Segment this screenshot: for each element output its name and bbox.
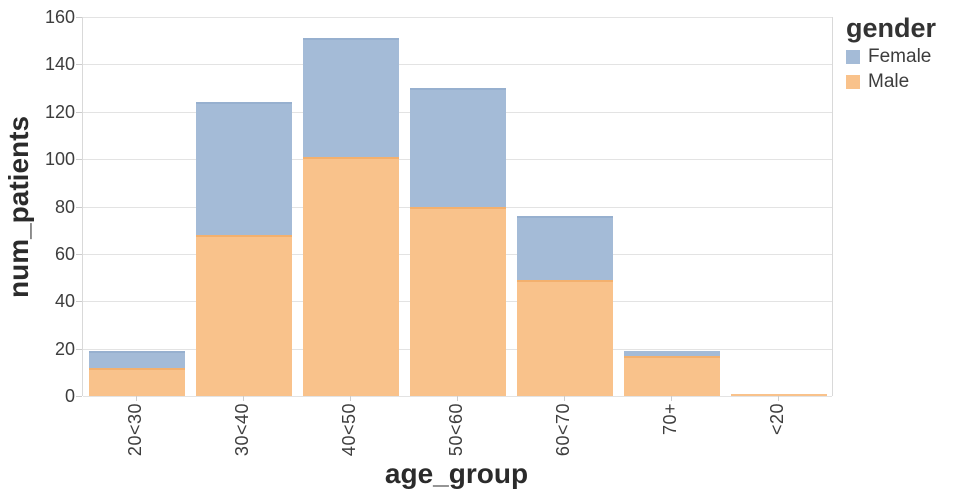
y-tick-label-60: 60: [54, 243, 75, 264]
x-axis-ticks: [82, 16, 831, 401]
x-tick-mark-6: [777, 396, 779, 401]
y-tick-mark-100: [76, 159, 82, 161]
y-tick-mark-60: [76, 253, 82, 255]
x-tick-mark-0: [135, 396, 137, 401]
y-tick-mark-20: [76, 348, 82, 350]
legend-swatch-male: [846, 75, 860, 89]
x-tick-mark-3: [456, 396, 458, 401]
x-tick-mark-5: [670, 396, 672, 401]
y-tick-mark-40: [76, 301, 82, 303]
bar-seg-6-male: [730, 393, 827, 396]
x-tick-label-1: 30<40: [231, 403, 252, 457]
y-tick-mark-120: [76, 111, 82, 113]
bar-seg-3-female: [409, 88, 506, 207]
bar-seg-5-female: [623, 350, 720, 356]
x-tick-label-3: 50<60: [445, 403, 466, 457]
x-axis-title: age_group: [384, 458, 529, 489]
y-tick-mark-160: [76, 17, 82, 18]
y-tick-label-140: 140: [44, 54, 75, 75]
y-tick-label-120: 120: [44, 101, 75, 122]
bar-seg-4-female: [516, 215, 613, 280]
x-tick-label-6: <20: [766, 403, 787, 436]
bar-seg-1-male: [195, 234, 292, 396]
y-axis-tick-labels: 0 20 40 60 80 100 120 140 160: [0, 7, 75, 406]
x-tick-label-2: 40<50: [338, 403, 359, 457]
y-tick-label-160: 160: [44, 7, 75, 27]
legend: gender Female Male: [846, 12, 936, 94]
bar-seg-3-male: [409, 206, 506, 396]
y-tick-label-40: 40: [54, 291, 75, 312]
y-tick-mark-140: [76, 64, 82, 66]
y-tick-label-100: 100: [44, 149, 75, 170]
x-tick-label-4: 60<70: [552, 403, 573, 457]
x-tick-label-5: 70+: [659, 403, 680, 436]
legend-label-male: Male: [868, 71, 910, 92]
y-tick-mark-0: [76, 396, 82, 397]
y-tick-label-80: 80: [54, 196, 75, 217]
x-tick-mark-1: [242, 396, 244, 401]
y-tick-label-20: 20: [54, 338, 75, 359]
bar-seg-2-male: [302, 156, 399, 396]
legend-title: gender: [846, 13, 937, 43]
y-tick-label-0: 0: [64, 386, 75, 406]
bar-seg-2-female: [302, 38, 399, 157]
gridline-y-0: [83, 396, 832, 397]
legend-entries: Female Male: [846, 45, 936, 94]
x-tick-mark-2: [349, 396, 351, 401]
y-tick-mark-80: [76, 206, 82, 208]
bar-seg-0-female: [88, 350, 185, 368]
gridline-y-140: [83, 64, 832, 66]
plot-area: [76, 17, 833, 397]
bar-seg-1-female: [195, 102, 292, 235]
x-tick-mark-4: [563, 396, 565, 401]
legend-swatch-female: [846, 50, 860, 64]
legend-entry-female: Female: [846, 45, 936, 69]
gridline-y-160: [83, 17, 832, 18]
bar-seg-4-male: [516, 279, 613, 396]
bar-seg-0-male: [88, 367, 185, 396]
legend-label-female: Female: [868, 46, 932, 67]
x-tick-label-0: 20<30: [124, 403, 145, 457]
bar-seg-5-male: [623, 355, 720, 396]
legend-entry-male: Male: [846, 70, 936, 94]
